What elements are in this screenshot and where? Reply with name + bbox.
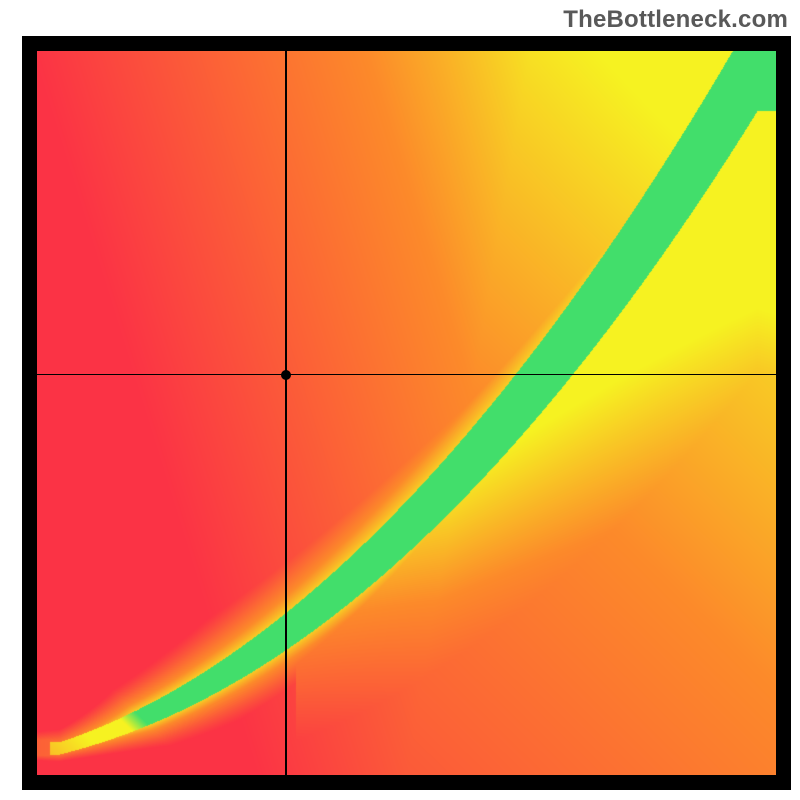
frame-top [22,36,791,51]
heatmap-canvas [37,51,776,775]
crosshair-horizontal [37,374,776,376]
frame-bottom [22,775,791,790]
heatmap-plot [37,51,776,775]
crosshair-vertical [285,51,287,775]
attribution-text: TheBottleneck.com [563,6,788,34]
chart-container: TheBottleneck.com [0,0,800,800]
crosshair-point [281,370,291,380]
frame-left [22,36,37,790]
frame-right [776,36,791,790]
